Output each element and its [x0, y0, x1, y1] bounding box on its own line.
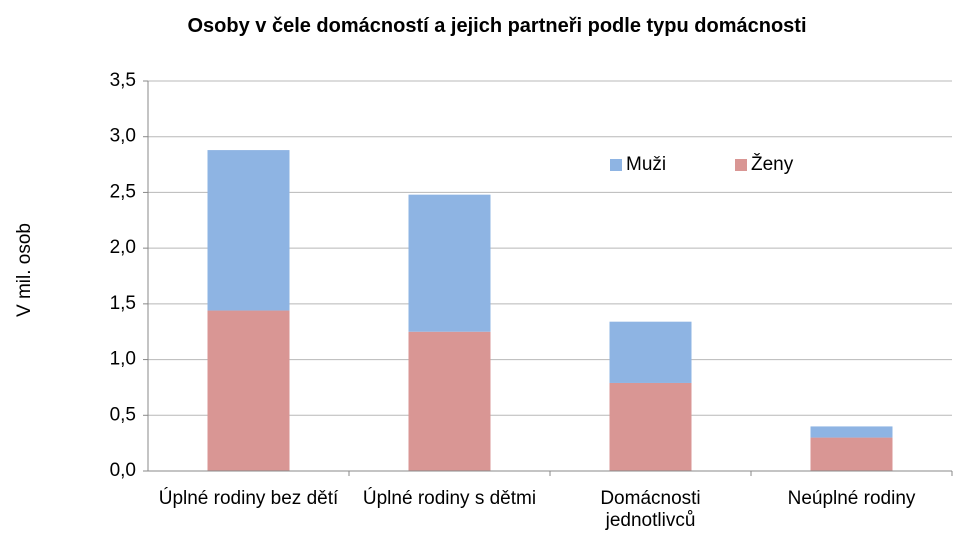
bar-segment: [609, 382, 692, 471]
bar-segment: [408, 331, 491, 471]
legend-label: Ženy: [751, 153, 794, 175]
bar-segment: [609, 321, 692, 383]
y-tick-label: 3,0: [110, 126, 136, 147]
y-tick-label: 1,0: [110, 349, 136, 370]
x-tick-label: Úplné rodiny s dětmi: [362, 488, 537, 509]
legend-label: Muži: [626, 154, 666, 175]
y-tick-label: 3,5: [110, 70, 136, 91]
bar-segment: [207, 150, 290, 311]
y-tick-label: 2,0: [110, 237, 136, 258]
bar-segment: [408, 194, 491, 332]
y-tick-label: 2,5: [110, 181, 136, 202]
x-tick-label: Domácnosti jednotlivců: [600, 488, 701, 531]
y-tick-label: 0,0: [110, 460, 136, 481]
bar-segment: [810, 426, 893, 438]
x-tick-label: Neúplné rodiny: [787, 488, 916, 509]
legend-swatch: [735, 159, 747, 171]
bar-segment: [207, 310, 290, 471]
x-tick-label: Úplné rodiny bez dětí: [158, 488, 339, 509]
y-tick-label: 0,5: [110, 404, 136, 425]
y-tick-label: 1,5: [110, 293, 136, 314]
y-axis-label: V mil. osob: [14, 223, 35, 317]
bar-segment: [810, 437, 893, 471]
legend-swatch: [610, 159, 622, 171]
chart-title: Osoby v čele domácností a jejich partneř…: [187, 15, 807, 37]
